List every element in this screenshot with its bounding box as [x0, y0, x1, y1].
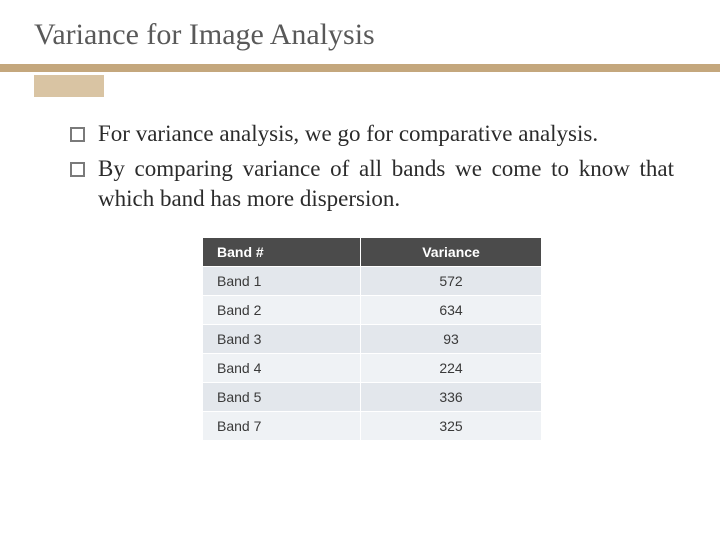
cell-variance: 93	[361, 325, 542, 354]
col-header-variance: Variance	[361, 238, 542, 267]
variance-table-wrap: Band # Variance Band 1 572 Band 2 634 Ba…	[202, 237, 542, 441]
page-title: Variance for Image Analysis	[0, 18, 720, 64]
slide: Variance for Image Analysis For variance…	[0, 0, 720, 540]
accent-tab	[34, 75, 104, 97]
bullet-item: For variance analysis, we go for compara…	[70, 119, 674, 148]
variance-table: Band # Variance Band 1 572 Band 2 634 Ba…	[202, 237, 542, 441]
cell-variance: 325	[361, 412, 542, 441]
cell-band: Band 1	[203, 267, 361, 296]
col-header-band: Band #	[203, 238, 361, 267]
table-header-row: Band # Variance	[203, 238, 542, 267]
bullet-item: By comparing variance of all bands we co…	[70, 154, 674, 213]
cell-band: Band 7	[203, 412, 361, 441]
table-row: Band 1 572	[203, 267, 542, 296]
bullet-list: For variance analysis, we go for compara…	[70, 119, 674, 213]
cell-band: Band 5	[203, 383, 361, 412]
cell-variance: 572	[361, 267, 542, 296]
cell-band: Band 3	[203, 325, 361, 354]
cell-band: Band 2	[203, 296, 361, 325]
table-row: Band 3 93	[203, 325, 542, 354]
table-row: Band 2 634	[203, 296, 542, 325]
table-row: Band 5 336	[203, 383, 542, 412]
cell-variance: 634	[361, 296, 542, 325]
table-row: Band 4 224	[203, 354, 542, 383]
table-row: Band 7 325	[203, 412, 542, 441]
cell-variance: 224	[361, 354, 542, 383]
content-area: For variance analysis, we go for compara…	[0, 97, 720, 441]
cell-band: Band 4	[203, 354, 361, 383]
accent-line	[0, 64, 720, 72]
cell-variance: 336	[361, 383, 542, 412]
